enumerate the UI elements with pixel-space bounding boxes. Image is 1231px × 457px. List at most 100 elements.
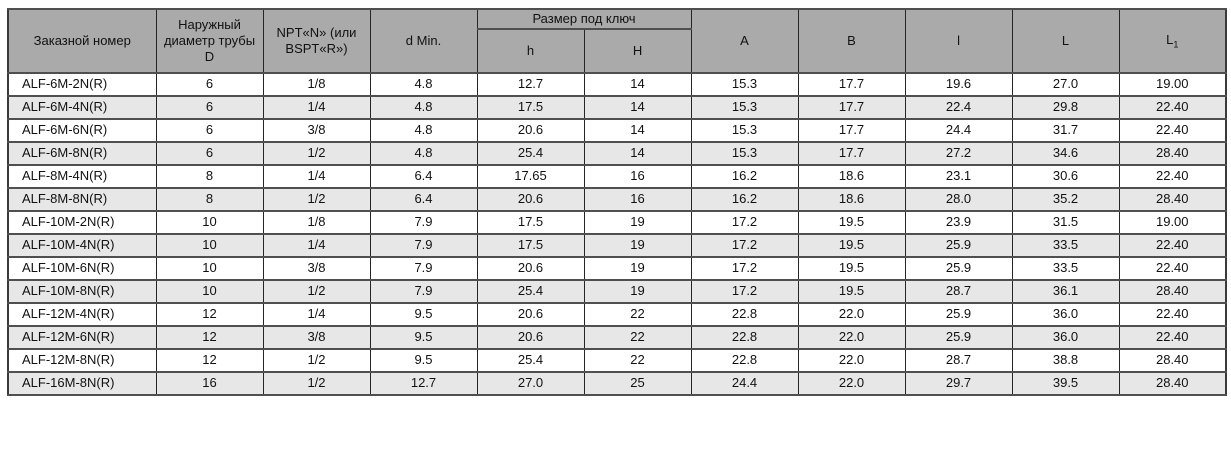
value-cell: 19 <box>583 210 692 235</box>
value-cell: 33.5 <box>1011 233 1120 258</box>
value-cell: 22.0 <box>797 325 906 350</box>
header-wrench-h-lowercase: h <box>476 28 585 74</box>
table-row: ALF-10M-6N(R) 10 3/8 7.9 20.6 19 17.2 19.5 25.9 3… <box>7 256 1227 281</box>
value-cell: 33.5 <box>1011 256 1120 281</box>
value-cell: 1/4 <box>262 302 371 327</box>
value-cell: 20.6 <box>476 187 585 212</box>
value-cell: 15.3 <box>690 95 799 120</box>
value-cell: 25.4 <box>476 348 585 373</box>
value-cell: 12.7 <box>369 371 478 396</box>
value-cell: 19 <box>583 256 692 281</box>
value-cell: 36.0 <box>1011 302 1120 327</box>
value-cell: 20.6 <box>476 302 585 327</box>
value-cell: 3/8 <box>262 118 371 143</box>
value-cell: 17.2 <box>690 279 799 304</box>
value-cell: 36.0 <box>1011 325 1120 350</box>
value-cell: 1/8 <box>262 210 371 235</box>
table-row: ALF-12M-6N(R) 12 3/8 9.5 20.6 22 22.8 22.0 25.9 3… <box>7 325 1227 350</box>
value-cell: 12 <box>155 325 264 350</box>
value-cell: 4.8 <box>369 72 478 97</box>
value-cell: 28.0 <box>904 187 1013 212</box>
value-cell: 17.5 <box>476 210 585 235</box>
value-cell: 6 <box>155 95 264 120</box>
value-cell: 16.2 <box>690 164 799 189</box>
value-cell: 27.0 <box>1011 72 1120 97</box>
fitting-spec-table: Заказной номер Наружный диаметр трубы D … <box>7 8 1228 396</box>
value-cell: 4.8 <box>369 95 478 120</box>
value-cell: 22 <box>583 348 692 373</box>
value-cell: 24.4 <box>904 118 1013 143</box>
value-cell: 25.9 <box>904 325 1013 350</box>
value-cell: 20.6 <box>476 325 585 350</box>
value-cell: 8 <box>155 164 264 189</box>
value-cell: 16 <box>583 187 692 212</box>
value-cell: 28.40 <box>1118 371 1227 396</box>
value-cell: 23.9 <box>904 210 1013 235</box>
value-cell: 36.1 <box>1011 279 1120 304</box>
value-cell: 14 <box>583 72 692 97</box>
table-row: ALF-6M-6N(R) 6 3/8 4.8 20.6 14 15.3 17.7 24.4 31.… <box>7 118 1227 143</box>
value-cell: 17.65 <box>476 164 585 189</box>
value-cell: 22.40 <box>1118 256 1227 281</box>
value-cell: 29.7 <box>904 371 1013 396</box>
value-cell: 17.2 <box>690 256 799 281</box>
value-cell: 22.8 <box>690 348 799 373</box>
value-cell: 1/2 <box>262 348 371 373</box>
value-cell: 17.7 <box>797 141 906 166</box>
value-cell: 9.5 <box>369 302 478 327</box>
value-cell: 22.4 <box>904 95 1013 120</box>
header-order-number: Заказной номер <box>7 8 157 74</box>
value-cell: 1/2 <box>262 141 371 166</box>
value-cell: 17.5 <box>476 95 585 120</box>
value-cell: 18.6 <box>797 187 906 212</box>
value-cell: 1/4 <box>262 164 371 189</box>
value-cell: 22.8 <box>690 325 799 350</box>
value-cell: 25 <box>583 371 692 396</box>
order-number-cell: ALF-10M-8N(R) <box>7 279 157 304</box>
value-cell: 19 <box>583 233 692 258</box>
header-thread-type: NPT«N» (или BSPT«R») <box>262 8 371 74</box>
value-cell: 12 <box>155 302 264 327</box>
value-cell: 7.9 <box>369 210 478 235</box>
order-number-cell: ALF-12M-8N(R) <box>7 348 157 373</box>
value-cell: 7.9 <box>369 233 478 258</box>
value-cell: 6.4 <box>369 164 478 189</box>
value-cell: 18.6 <box>797 164 906 189</box>
order-number-cell: ALF-12M-4N(R) <box>7 302 157 327</box>
value-cell: 8 <box>155 187 264 212</box>
header-col-b: B <box>797 8 906 74</box>
value-cell: 4.8 <box>369 141 478 166</box>
table-row: ALF-6M-8N(R) 6 1/2 4.8 25.4 14 15.3 17.7 27.2 34.… <box>7 141 1227 166</box>
value-cell: 1/2 <box>262 187 371 212</box>
value-cell: 28.7 <box>904 279 1013 304</box>
value-cell: 27.2 <box>904 141 1013 166</box>
value-cell: 24.4 <box>690 371 799 396</box>
order-number-cell: ALF-6M-6N(R) <box>7 118 157 143</box>
value-cell: 20.6 <box>476 256 585 281</box>
value-cell: 22.0 <box>797 371 906 396</box>
value-cell: 14 <box>583 141 692 166</box>
value-cell: 1/4 <box>262 95 371 120</box>
value-cell: 6 <box>155 141 264 166</box>
value-cell: 22.0 <box>797 302 906 327</box>
value-cell: 31.7 <box>1011 118 1120 143</box>
table-row: ALF-6M-2N(R) 6 1/8 4.8 12.7 14 15.3 17.7 19.6 27.… <box>7 72 1227 97</box>
value-cell: 16 <box>155 371 264 396</box>
value-cell: 17.2 <box>690 210 799 235</box>
value-cell: 17.7 <box>797 72 906 97</box>
table-row: ALF-16M-8N(R) 16 1/2 12.7 27.0 25 24.4 22.0 29.7… <box>7 371 1227 396</box>
value-cell: 6 <box>155 118 264 143</box>
value-cell: 29.8 <box>1011 95 1120 120</box>
value-cell: 19.5 <box>797 210 906 235</box>
value-cell: 25.4 <box>476 141 585 166</box>
value-cell: 16.2 <box>690 187 799 212</box>
value-cell: 28.7 <box>904 348 1013 373</box>
value-cell: 4.8 <box>369 118 478 143</box>
value-cell: 39.5 <box>1011 371 1120 396</box>
value-cell: 10 <box>155 256 264 281</box>
value-cell: 22.40 <box>1118 302 1227 327</box>
value-cell: 25.9 <box>904 302 1013 327</box>
value-cell: 15.3 <box>690 72 799 97</box>
value-cell: 22.40 <box>1118 233 1227 258</box>
order-number-cell: ALF-8M-8N(R) <box>7 187 157 212</box>
